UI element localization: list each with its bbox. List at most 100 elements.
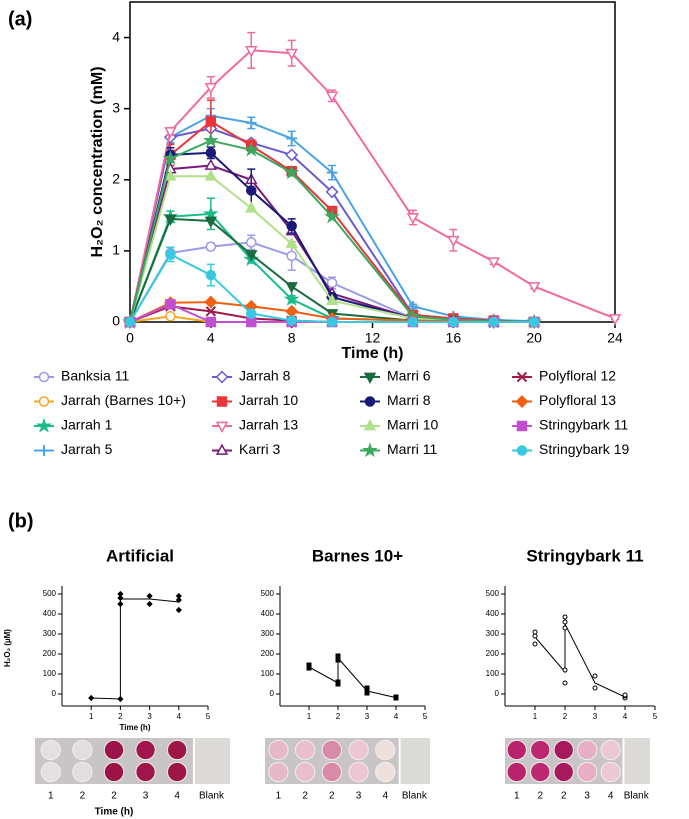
legend-marker [38, 445, 50, 456]
data-point [286, 133, 298, 144]
data-point [164, 214, 177, 226]
data-point [325, 185, 339, 199]
x-tick-label: 2 [118, 712, 123, 721]
plate-label: 4 [608, 791, 614, 802]
well [135, 761, 156, 783]
y-tick-label: 4 [112, 28, 120, 44]
data-point [487, 257, 500, 269]
data-point [335, 657, 341, 663]
plate-label: 2 [80, 791, 86, 802]
well [166, 739, 188, 761]
data-point [246, 237, 257, 248]
y-tick-label: 0 [112, 313, 120, 329]
well [600, 739, 621, 761]
y-tick-label: 400 [43, 609, 57, 618]
chart-title: Artificial [106, 546, 174, 565]
plate-label: 2 [302, 791, 308, 802]
y-axis-label: H₂O₂ (µM) [3, 629, 12, 667]
well [166, 761, 188, 783]
legend-label: Marri 10 [387, 417, 439, 433]
data-point [532, 641, 538, 647]
plate-blank [400, 738, 430, 784]
data-point [608, 314, 622, 326]
data-point [245, 250, 258, 262]
x-tick-label: 20 [526, 330, 542, 346]
data-point [306, 662, 312, 668]
well [135, 739, 156, 761]
data-point [562, 667, 568, 673]
y-tick-label: 3 [112, 99, 120, 115]
legend-label: Banksia 11 [61, 368, 129, 384]
legend-marker [516, 445, 528, 456]
plate-blank [194, 738, 230, 784]
data-point [202, 132, 219, 148]
y-tick-label: 300 [261, 629, 275, 638]
x-tick-label: 3 [147, 712, 152, 721]
well [72, 761, 93, 783]
plate-label: 3 [356, 791, 362, 802]
plate-blank [624, 738, 650, 784]
chart-title: Stringybark 11 [526, 546, 643, 565]
data-point [335, 679, 341, 685]
y-tick-label: 500 [43, 589, 57, 598]
data-point [325, 91, 339, 103]
series-line [129, 139, 535, 323]
y-tick-label: 300 [486, 629, 500, 638]
legend-marker [36, 417, 52, 433]
x-tick-label: 24 [607, 330, 623, 346]
data-point [175, 596, 182, 604]
legend-label: Stringybark 11 [539, 417, 628, 433]
y-tick-label: 1 [112, 242, 120, 258]
legend-label: Jarrah (Barnes 10+) [61, 392, 186, 408]
data-point [117, 594, 124, 602]
legend-marker [516, 371, 528, 383]
data-point [532, 629, 538, 635]
data-point [202, 205, 219, 221]
legend-marker [215, 421, 229, 433]
y-tick-label: 0 [52, 689, 57, 698]
data-point [243, 141, 260, 157]
data-point [175, 606, 182, 614]
y-tick-label: 300 [43, 629, 57, 638]
plate-label: 1 [276, 791, 282, 802]
data-point [165, 311, 176, 322]
data-point [205, 316, 217, 328]
data-point [165, 249, 176, 260]
mean-line [91, 598, 179, 700]
plot-frame [129, 1, 616, 323]
series-line [129, 49, 616, 323]
series-line [129, 212, 535, 323]
data-point [124, 316, 136, 328]
series-line [129, 120, 535, 323]
data-point [406, 213, 420, 225]
well [375, 761, 396, 783]
x-tick-label: 3 [365, 712, 370, 721]
legend-label: Polyfloral 13 [539, 392, 616, 408]
well [530, 761, 551, 783]
legend-marker [363, 419, 377, 431]
y-axis-label: H₂O₂ concentration (mM) [89, 66, 106, 257]
data-point [286, 315, 297, 326]
well [577, 761, 598, 783]
legend-marker [362, 442, 378, 458]
legend-label: Marri 11 [387, 441, 438, 457]
x-tick-label: 4 [177, 712, 182, 721]
well [294, 761, 316, 783]
plate-label: 2 [329, 791, 335, 802]
data-point [562, 614, 568, 620]
data-point [246, 185, 257, 196]
mean-line [308, 656, 397, 699]
x-tick-label: 8 [288, 330, 296, 346]
plate-label: 2 [537, 791, 543, 802]
data-point [204, 158, 218, 170]
well [375, 739, 396, 761]
data-point [245, 117, 257, 129]
well [103, 761, 125, 783]
legend-marker [38, 371, 50, 383]
data-point [245, 201, 258, 213]
plate-label: 2 [111, 791, 117, 802]
legend-marker [516, 420, 528, 432]
data-point [165, 298, 176, 310]
y-tick-label: 100 [486, 669, 500, 678]
legend-label: Marri 6 [387, 368, 431, 384]
